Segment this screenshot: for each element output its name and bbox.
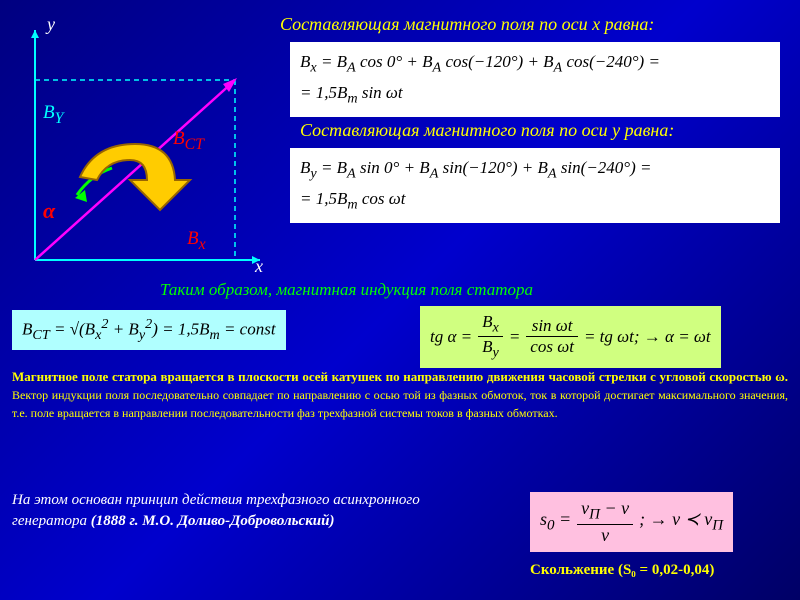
- eq-bx-line1: Bx = BA cos 0° + BA cos(−120°) + BA cos(…: [300, 52, 660, 71]
- tga-f1-den: By: [478, 337, 503, 361]
- eq-by-line1: By = BA sin 0° + BA sin(−120°) + BA sin(…: [300, 158, 651, 177]
- tga-f2-den: cos ωt: [526, 337, 578, 357]
- tga-f2-num: sin ωt: [526, 316, 578, 337]
- title-y-component: Составляющая магнитного поля по оси у ра…: [300, 120, 790, 141]
- bct-label: BCT: [173, 128, 204, 154]
- paragraph-principle: На этом основан принцип действия трехфаз…: [12, 490, 482, 532]
- alpha-label: α: [43, 198, 55, 224]
- vector-diagram: y x BY Bx BCT α: [15, 20, 275, 280]
- eq-bx-line2: = 1,5Bm sin ωt: [300, 83, 403, 102]
- by-label: BY: [43, 102, 63, 128]
- slip-rhs: ; → v ≺ vП: [639, 509, 723, 535]
- equation-slip: s0 = vП − vv ; → v ≺ vП: [530, 492, 733, 552]
- bx-label: Bx: [187, 228, 206, 254]
- slip-den: v: [577, 525, 633, 546]
- equation-bx: Bx = BA cos 0° + BA cos(−120°) + BA cos(…: [290, 42, 780, 117]
- x-axis-label: x: [255, 256, 263, 277]
- equation-bct: BCT = √(Bx2 + By2) = 1,5Bm = const: [12, 310, 286, 350]
- slip-num: vП − v: [577, 498, 633, 525]
- title-x-component: Составляющая магнитного поля по оси х ра…: [280, 14, 790, 35]
- title-induction: Таким образом, магнитная индукция поля с…: [160, 280, 533, 300]
- paragraph-main: Магнитное поле статора вращается в плоск…: [12, 368, 788, 423]
- tga-rhs: = tg ωt; → α = ωt: [584, 327, 711, 347]
- slip-lhs: s0 =: [540, 509, 571, 535]
- diagram-svg: [15, 20, 275, 280]
- slip-label: Скольжение (S₀ = 0,02-0,04): [530, 562, 714, 579]
- eq-by-line2: = 1,5Bm cos ωt: [300, 189, 405, 208]
- tga-lhs: tg α =: [430, 327, 472, 347]
- equation-tga: tg α = BxBy = sin ωtcos ωt = tg ωt; → α …: [420, 306, 721, 368]
- tga-f1-num: Bx: [478, 312, 503, 337]
- y-axis-label: y: [47, 14, 55, 35]
- tga-mid1: =: [509, 327, 520, 347]
- equation-by: By = BA sin 0° + BA sin(−120°) + BA sin(…: [290, 148, 780, 223]
